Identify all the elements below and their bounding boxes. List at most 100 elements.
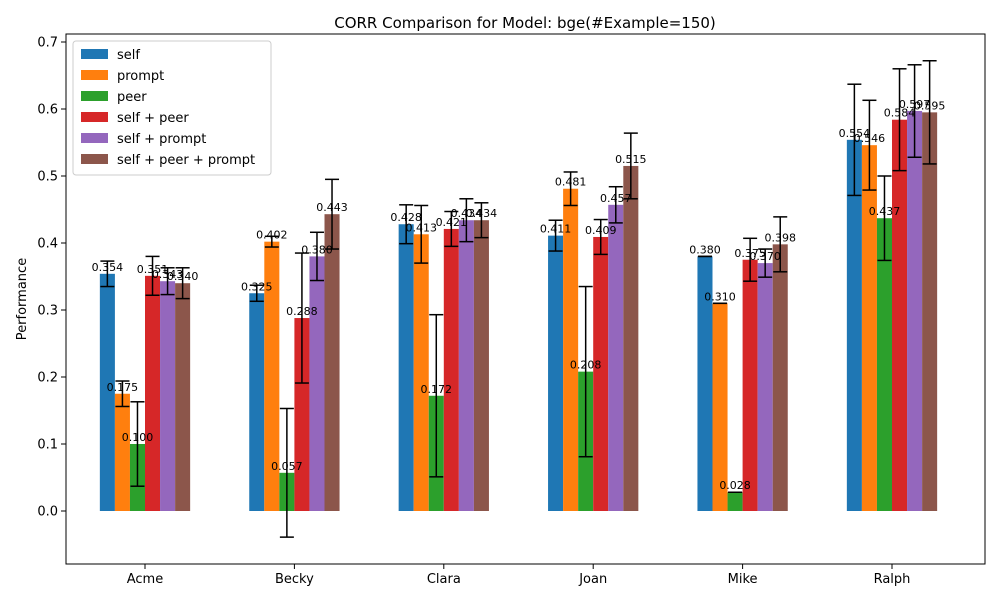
- bar: [473, 220, 489, 511]
- bar: [697, 256, 713, 511]
- legend-swatch: [81, 49, 108, 59]
- value-label: 0.380: [301, 243, 333, 256]
- y-tick-label: 0.4: [37, 237, 58, 252]
- bar: [249, 293, 265, 511]
- value-label: 0.351: [137, 263, 169, 276]
- y-tick-label: 0.0: [37, 505, 58, 520]
- bar: [727, 492, 743, 511]
- bar: [294, 318, 310, 511]
- value-label: 0.434: [451, 207, 483, 220]
- bar: [145, 275, 161, 511]
- x-axis: Acme Becky Clara Joan Mike Ralph: [127, 564, 910, 587]
- bar: [846, 139, 862, 511]
- bar: [175, 283, 191, 511]
- y-tick-label: 0.6: [37, 103, 58, 118]
- value-label: 0.421: [436, 216, 468, 229]
- bar: [160, 281, 176, 511]
- bar: [398, 224, 414, 512]
- bar: [907, 111, 923, 511]
- bar: [608, 204, 624, 511]
- legend-swatch: [81, 154, 108, 164]
- value-label: 0.402: [256, 229, 288, 242]
- value-label: 0.057: [271, 460, 303, 473]
- legend-label: self + peer: [117, 111, 189, 126]
- bar: [309, 256, 325, 511]
- value-label: 0.554: [839, 127, 871, 140]
- value-label: 0.434: [466, 207, 498, 220]
- bar: [324, 214, 340, 511]
- value-label: 0.457: [600, 192, 632, 205]
- bar: [742, 259, 758, 511]
- y-tick-label: 0.5: [37, 170, 58, 185]
- y-tick-label: 0.1: [37, 438, 58, 453]
- bar: [712, 303, 728, 511]
- value-label: 0.437: [869, 205, 901, 218]
- value-label: 0.100: [122, 431, 154, 444]
- value-label: 0.340: [167, 270, 199, 283]
- value-label: 0.515: [615, 153, 647, 166]
- legend-label: self + peer + prompt: [117, 153, 255, 168]
- value-label: 0.428: [390, 211, 422, 224]
- value-label: 0.288: [286, 305, 318, 318]
- bar: [443, 228, 459, 511]
- value-label: 0.595: [914, 99, 946, 112]
- bar: [458, 220, 474, 511]
- x-tick-label: Joan: [578, 572, 607, 587]
- legend-label: prompt: [117, 69, 164, 84]
- bar: [861, 145, 877, 511]
- bar: [413, 234, 429, 512]
- value-label: 0.409: [585, 224, 617, 237]
- bars-layer: [99, 111, 938, 512]
- value-label: 0.172: [421, 383, 453, 396]
- bar: [757, 263, 773, 511]
- value-label: 0.175: [107, 381, 139, 394]
- y-tick-label: 0.2: [37, 371, 58, 386]
- bar: [593, 236, 609, 511]
- value-label: 0.413: [405, 221, 437, 234]
- bar: [114, 393, 130, 511]
- value-label: 0.208: [570, 359, 602, 372]
- x-tick-label: Becky: [275, 572, 314, 587]
- value-label: 0.546: [854, 132, 886, 145]
- value-label: 0.380: [689, 243, 721, 256]
- bar: [563, 188, 579, 512]
- value-label: 0.375: [734, 247, 766, 260]
- legend-swatch: [81, 70, 108, 80]
- value-label: 0.343: [152, 268, 184, 281]
- x-tick-label: Clara: [427, 572, 461, 587]
- value-label: 0.354: [92, 261, 124, 274]
- legend-frame: [72, 40, 272, 176]
- bar: [922, 112, 938, 511]
- error-bars-layer: [100, 60, 937, 538]
- value-label: 0.310: [704, 290, 736, 303]
- bar: [264, 241, 280, 511]
- value-label: 0.584: [884, 107, 916, 120]
- y-tick-label: 0.7: [37, 36, 58, 51]
- plot-frame: [65, 33, 986, 565]
- legend-label: self: [117, 48, 140, 63]
- bar: [772, 244, 788, 511]
- legend-swatch: [81, 112, 108, 122]
- bar: [623, 165, 639, 511]
- x-tick-label: Acme: [127, 572, 163, 587]
- y-axis: 0.0 0.1 0.2 0.3 0.4 0.5 0.6 0.7: [37, 36, 66, 520]
- value-label: 0.481: [555, 176, 587, 189]
- legend-label: peer: [117, 90, 147, 105]
- bar: [99, 273, 115, 511]
- bar: [548, 235, 564, 511]
- chart-title: CORR Comparison for Model: bge(#Example=…: [334, 14, 716, 32]
- legend: self prompt peer self + peer self + prompt se…: [72, 40, 272, 176]
- value-label: 0.398: [764, 231, 796, 244]
- y-axis-label: Performance: [15, 258, 30, 340]
- bar: [876, 218, 892, 511]
- bar: [892, 119, 908, 511]
- value-label: 0.411: [540, 223, 572, 236]
- value-label: 0.443: [316, 201, 348, 214]
- y-tick-label: 0.3: [37, 304, 58, 319]
- legend-swatch: [81, 91, 108, 101]
- value-label: 0.597: [899, 98, 931, 111]
- legend-label: self + prompt: [117, 132, 206, 147]
- value-label: 0.370: [749, 250, 781, 263]
